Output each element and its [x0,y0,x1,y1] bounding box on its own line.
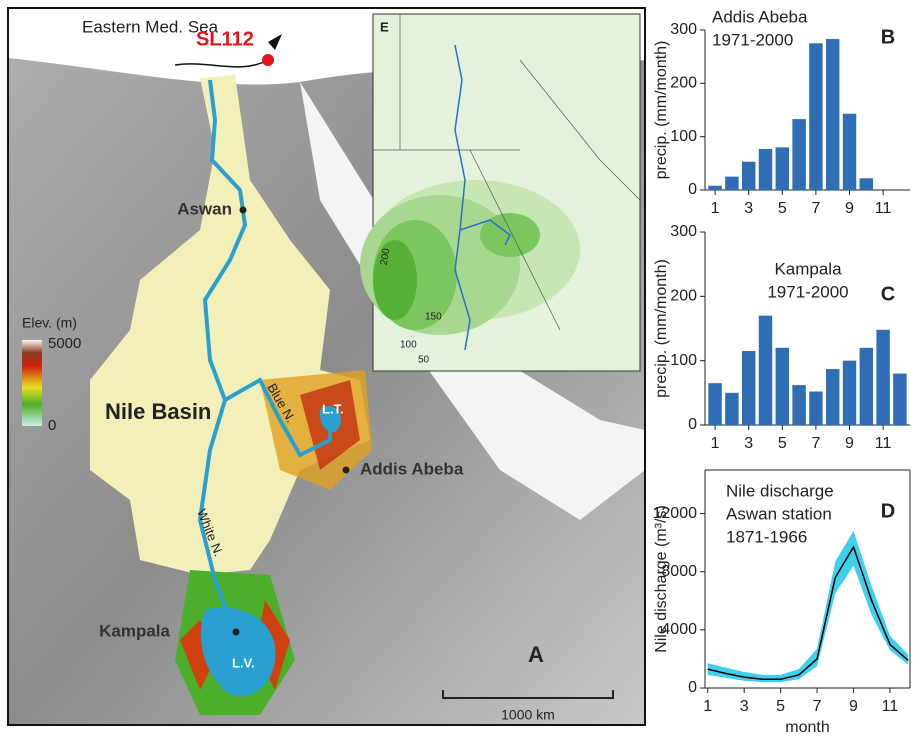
x-tick-label: 7 [811,200,820,217]
y-tick-label: 200 [670,75,697,92]
bar [792,119,805,190]
contour-label: 150 [425,312,442,323]
y-tick-label: 300 [670,223,697,240]
bar [776,348,789,425]
bar [876,330,889,425]
scale-label: 1000 km [501,707,555,723]
y-axis-label: Nile discharge (m³/s) [653,505,670,653]
core-label: SL112 [196,28,254,50]
map: Eastern Med. Sea SL112 Aswan Nile Basin … [8,8,645,725]
y-tick-label: 200 [670,288,697,305]
bar [792,385,805,425]
chart-subtitle: 1971-2000 [712,30,793,49]
bar [809,392,822,425]
x-axis-label: month [785,719,829,736]
panel-letter: D [881,500,895,522]
bar [809,43,822,190]
bar [843,114,856,190]
y-tick-label: 100 [670,352,697,369]
addis-label: Addis Abeba [360,459,464,478]
kampala-label: Kampala [99,621,170,640]
chart-subtitle: Aswan station [726,504,832,523]
y-tick-label: 0 [688,416,697,433]
aswan-dot [240,207,247,214]
lake-victoria-label: L.V. [232,655,255,670]
x-tick-label: 5 [778,435,787,452]
bar [776,147,789,190]
lake-tana-label: L.T. [322,401,344,416]
x-tick-label: 9 [845,435,854,452]
x-tick-label: 5 [778,200,787,217]
bar [725,393,738,425]
bar [708,186,721,190]
elev-min: 0 [48,417,56,434]
contour-200 [373,240,417,320]
inset: E 200 150 100 50 [360,14,640,371]
bar [759,149,772,190]
inset-panel: E [380,19,389,34]
bar [860,348,873,425]
y-axis-label: precip. (mm/month) [653,41,670,180]
bar [826,39,839,190]
core-site [262,54,274,66]
x-tick-label: 11 [875,200,892,217]
y-axis-label: precip. (mm/month) [653,259,670,398]
elev-max: 5000 [48,335,81,352]
bar [860,178,873,190]
bar [725,177,738,190]
x-tick-label: 5 [776,698,785,715]
x-tick-label: 1 [711,435,720,452]
contour-label: 100 [400,340,417,351]
x-tick-label: 3 [744,200,753,217]
x-tick-label: 11 [875,435,892,452]
bar [742,351,755,425]
bar [893,374,906,425]
bar [826,369,839,425]
elev-title: Elev. (m) [22,315,77,331]
bar [843,361,856,425]
y-tick-label: 0 [688,679,697,696]
elev-colorbar [22,340,42,426]
page: Eastern Med. Sea SL112 Aswan Nile Basin … [0,0,914,738]
x-tick-label: 3 [740,698,749,715]
bar [759,316,772,425]
y-tick-label: 0 [688,181,697,198]
y-tick-label: 300 [670,21,697,38]
x-tick-label: 1 [703,698,712,715]
chart-title: Nile discharge [726,481,834,500]
addis-dot [343,467,350,474]
chart-subtitle: 1971-2000 [767,282,848,301]
x-tick-label: 9 [849,698,858,715]
bar [708,383,721,425]
x-tick-label: 3 [744,435,753,452]
y-tick-label: 100 [670,128,697,145]
panel-letter: A [528,642,544,667]
range-band [708,531,908,682]
x-tick-label: 1 [711,200,720,217]
kampala-dot [233,629,240,636]
contour-label: 50 [418,355,430,366]
panel-letter: B [881,26,895,48]
panel-letter: C [881,283,895,305]
x-tick-label: 9 [845,200,854,217]
chart-period: 1871-1966 [726,527,807,546]
x-tick-label: 7 [813,698,822,715]
figure: Eastern Med. Sea SL112 Aswan Nile Basin … [0,0,914,738]
bar [742,162,755,190]
aswan-label: Aswan [177,199,232,218]
basin-label: Nile Basin [105,399,211,424]
x-tick-label: 11 [882,698,899,715]
chart-title: Kampala [774,259,842,278]
chart-title: Addis Abeba [712,7,808,26]
x-tick-label: 7 [811,435,820,452]
